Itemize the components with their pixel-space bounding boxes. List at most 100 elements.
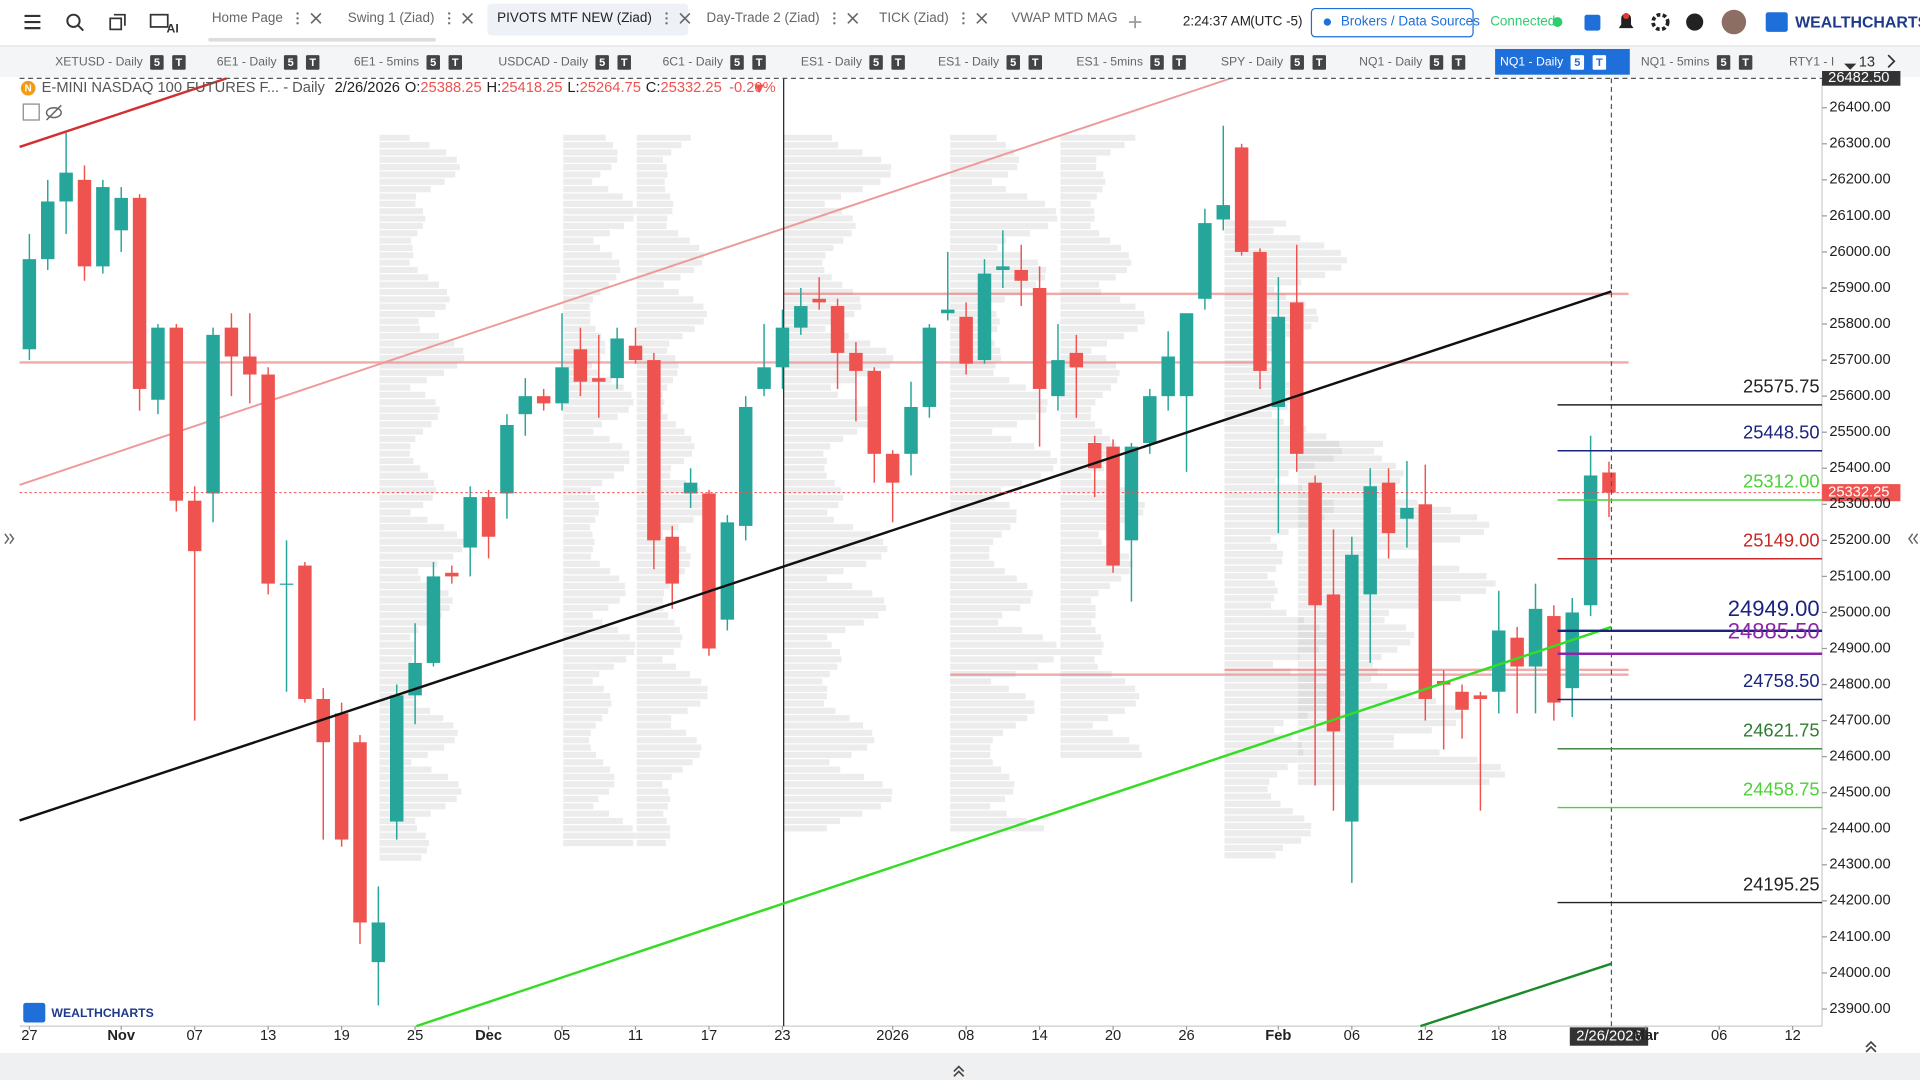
tab-label[interactable]: TICK (Ziad): [879, 10, 949, 25]
profile-bar: [950, 663, 1038, 670]
profile-bar: [1060, 509, 1144, 516]
profile-bar: [379, 494, 433, 501]
tab-label[interactable]: Day-Trade 2 (Ziad): [707, 10, 820, 25]
profile-bar: [950, 237, 1007, 244]
chart-tab-label[interactable]: 6E1 - 5mins: [354, 55, 419, 69]
tab-close[interactable]: [679, 12, 691, 24]
profile-bar: [783, 678, 823, 685]
profile-bar: [379, 296, 450, 303]
tab-badge-label: 5: [1433, 57, 1439, 69]
profile-bar: [1060, 281, 1100, 288]
tab-menu-dot: [447, 12, 451, 15]
profile-bar: [1297, 477, 1401, 484]
tab-label[interactable]: VWAP MTD MAG: [1011, 10, 1117, 25]
profile-bar: [563, 575, 620, 582]
x-tick-label: 27: [21, 1028, 37, 1044]
profile-bar: [1297, 595, 1461, 602]
profile-bar: [783, 619, 864, 626]
profile-bar: [1224, 367, 1272, 374]
profile-bar: [563, 509, 599, 516]
chart-tab-label[interactable]: XETUSD - Daily: [55, 55, 144, 69]
brokers-label[interactable]: Brokers / Data Sources: [1341, 14, 1480, 29]
profile-bar: [950, 737, 993, 744]
y-tick-label: 24300.00: [1829, 857, 1890, 873]
profile-bar: [783, 707, 836, 714]
profile-bar: [379, 516, 428, 523]
hide-icon[interactable]: [45, 104, 62, 121]
chart-tab-label[interactable]: 6C1 - Daily: [662, 55, 723, 69]
settings-icon[interactable]: [1651, 12, 1670, 32]
profile-bar: [950, 384, 1026, 391]
profile-bar: [950, 193, 1028, 200]
tab-label[interactable]: Home Page: [212, 10, 283, 25]
chart-tab-label[interactable]: RTY1 - I: [1789, 55, 1834, 69]
profile-bar: [563, 766, 611, 773]
profile-bar: [1060, 634, 1101, 641]
tabs-more[interactable]: [1844, 63, 1857, 70]
right-collapse[interactable]: [1908, 533, 1919, 545]
profile-bar: [379, 707, 431, 714]
chart-tab-label[interactable]: NQ1 - Daily: [1500, 55, 1564, 69]
tab-close[interactable]: [847, 12, 859, 24]
chart-tab-label[interactable]: ES1 - Daily: [801, 55, 863, 69]
chart-tab-label[interactable]: SPY - Daily: [1221, 55, 1284, 69]
profile-bar: [1297, 573, 1487, 580]
tab-badge: [752, 55, 766, 70]
profile-bar: [1060, 186, 1103, 193]
help-icon[interactable]: [1686, 13, 1704, 31]
ai-icon[interactable]: [149, 13, 169, 28]
tab-close[interactable]: [976, 12, 988, 24]
tab-close[interactable]: [310, 12, 322, 24]
chart-tab-label[interactable]: NQ1 - 5mins: [1641, 55, 1710, 69]
candle-body: [683, 482, 698, 494]
save-icon[interactable]: [1584, 14, 1601, 31]
profile-bar: [783, 575, 828, 582]
brokers-button[interactable]: [1310, 7, 1474, 38]
tab-badge-label: T: [1032, 57, 1039, 69]
profile-bar: [1060, 215, 1095, 222]
x-tick-label: 12: [1784, 1028, 1800, 1044]
profile-bar: [950, 700, 1035, 707]
profile-bar: [379, 465, 421, 472]
tab-menu-dot: [665, 17, 668, 20]
profile-bar: [783, 766, 841, 773]
chart-tab-label[interactable]: NQ1 - Daily: [1359, 55, 1423, 69]
menu-icon[interactable]: [24, 14, 41, 30]
bell-icon[interactable]: [1618, 13, 1634, 29]
chart-tab-label[interactable]: ES1 - 5mins: [1076, 55, 1143, 69]
expand-bottom[interactable]: [953, 1065, 965, 1077]
candle-body: [757, 367, 771, 389]
tabs-scroll[interactable]: [1887, 54, 1896, 68]
tab-label[interactable]: PIVOTS MTF NEW (Ziad): [497, 10, 652, 25]
profile-bar: [636, 186, 666, 193]
profile-bar: [783, 406, 870, 413]
profile-bar: [1224, 418, 1284, 425]
profile-bar: [783, 164, 892, 171]
profile-bar: [783, 509, 828, 516]
candle-body: [1308, 482, 1322, 606]
channel-line: [19, 77, 1231, 486]
chart-tab-label[interactable]: ES1 - Daily: [938, 55, 1000, 69]
candle-body: [1547, 616, 1561, 703]
profile-bar: [950, 457, 1058, 465]
chart-tab-label[interactable]: USDCAD - Daily: [498, 55, 589, 69]
chart-tab-label[interactable]: 6E1 - Daily: [217, 55, 278, 69]
profile-bar: [636, 244, 700, 252]
search-icon[interactable]: [66, 13, 84, 32]
y-tick-label: 26100.00: [1829, 208, 1890, 224]
expand-icon[interactable]: [22, 103, 40, 121]
candle-body: [77, 179, 92, 267]
add-tab[interactable]: [1128, 15, 1142, 29]
profile-bar: [379, 744, 445, 751]
tab-close[interactable]: [462, 12, 474, 24]
level-label: 24621.75: [1743, 720, 1820, 741]
profile-bar: [950, 766, 1002, 773]
left-collapse[interactable]: [4, 533, 15, 545]
profile-bar: [950, 164, 1018, 171]
avatar[interactable]: [1721, 9, 1747, 35]
profile-bar: [1060, 340, 1107, 347]
tab-label[interactable]: Swing 1 (Ziad): [348, 10, 435, 25]
layouts-icon[interactable]: [109, 13, 126, 31]
scroll-top[interactable]: [1865, 1040, 1877, 1053]
x-tick-label: 20: [1105, 1028, 1121, 1044]
